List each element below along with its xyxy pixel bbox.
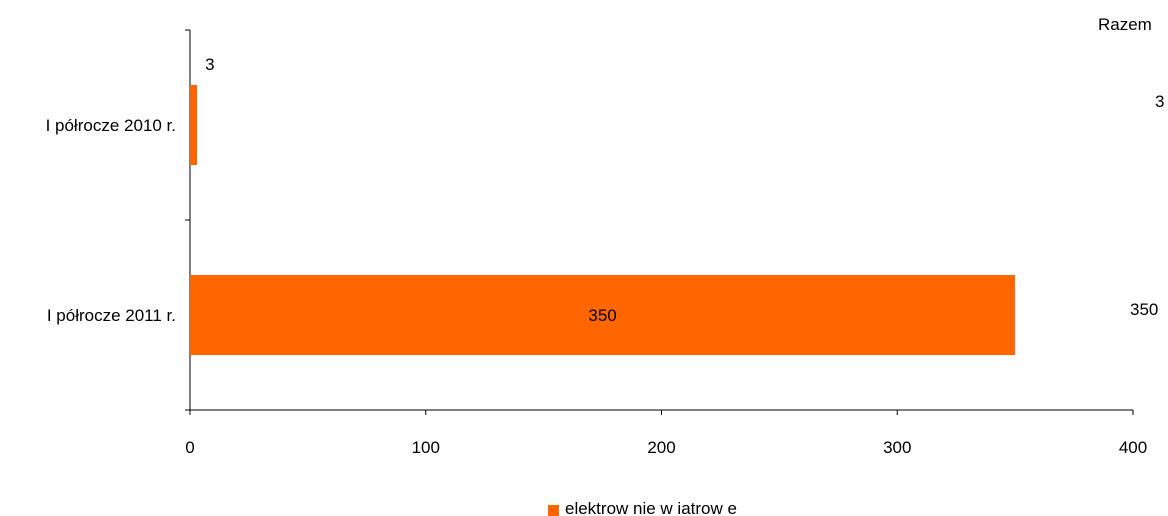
- total-value: 3: [1155, 92, 1164, 111]
- x-tick-label: 200: [647, 438, 675, 457]
- x-tick-label: 300: [883, 438, 911, 457]
- x-tick-label: 100: [412, 438, 440, 457]
- totals-header: Razem: [1098, 15, 1152, 34]
- x-tick-label: 400: [1119, 438, 1147, 457]
- legend-swatch: [548, 505, 559, 516]
- total-value: 350: [1130, 300, 1158, 319]
- bar: [190, 85, 198, 165]
- bars-group: [190, 85, 1016, 355]
- category-label: I półrocze 2011 r.: [47, 306, 176, 325]
- bar: [190, 275, 1016, 355]
- x-tick-label: 0: [185, 438, 194, 457]
- legend-label: elektrow nie w iatrow e: [565, 499, 737, 516]
- axis-ticks: [185, 29, 1134, 415]
- category-label: I półrocze 2010 r.: [46, 116, 176, 135]
- data-label: 350: [588, 306, 616, 325]
- data-label: 3: [205, 55, 214, 74]
